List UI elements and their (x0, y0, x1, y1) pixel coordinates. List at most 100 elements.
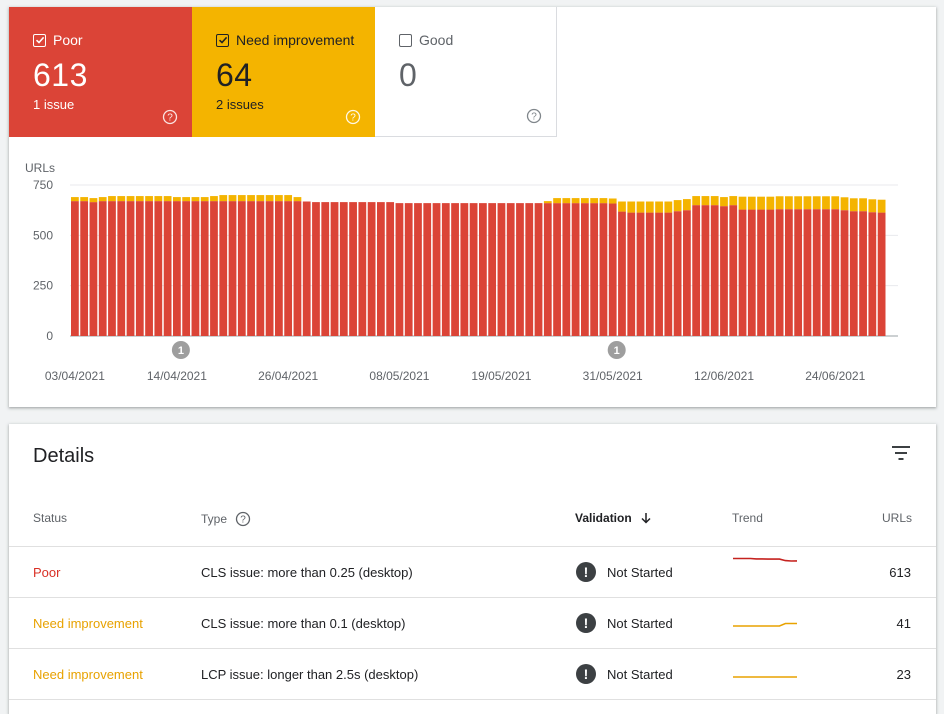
arrow-down-icon (641, 513, 651, 524)
good-tile-header: Good (399, 32, 453, 48)
bar-poor (803, 209, 812, 336)
bar-need-improvement (692, 196, 701, 206)
filter-icon[interactable] (892, 446, 910, 460)
help-icon[interactable]: ? (162, 109, 178, 125)
bar-poor (506, 203, 515, 336)
table-row[interactable]: Poor CLS issue: more than 0.25 (desktop)!… (9, 546, 936, 598)
bar-poor (683, 210, 691, 336)
bar-poor (553, 203, 561, 336)
bar-need-improvement (284, 195, 293, 202)
bar-poor (451, 203, 459, 336)
bar-poor (163, 201, 172, 336)
bar-poor (673, 211, 682, 336)
bar-need-improvement (553, 198, 561, 204)
bar-poor (849, 211, 858, 336)
bar-need-improvement (247, 195, 255, 202)
bar-poor (525, 203, 534, 336)
bar-poor (154, 201, 163, 336)
bar-poor (534, 203, 543, 336)
annotation-marker (607, 341, 626, 359)
help-icon[interactable]: ? (526, 108, 542, 124)
bar-need-improvement (191, 197, 200, 202)
bar-need-improvement (543, 201, 552, 204)
need-improvement-checkbox[interactable] (216, 33, 229, 47)
bar-need-improvement (108, 196, 116, 202)
type-header[interactable]: Type ? (201, 511, 251, 527)
table-row[interactable]: Need improvement LCP issue: longer than 2… (9, 648, 936, 700)
bar-need-improvement (98, 197, 107, 202)
bar-poor (710, 205, 719, 336)
status-header[interactable]: Status (33, 511, 67, 525)
table-bottom-divider (9, 699, 936, 701)
bar-poor (71, 201, 79, 336)
bar-need-improvement (673, 200, 682, 212)
x-tick-label: 24/06/2021 (805, 369, 865, 383)
bar-need-improvement (636, 201, 645, 213)
row-trend-sparkline (733, 676, 797, 678)
help-icon[interactable]: ? (345, 109, 361, 125)
bar-poor (627, 212, 636, 336)
urls-bar-chart: 0 250 500 750 URLs 1 1 03/04/2021 14/04/2021 26/0… (25, 161, 898, 383)
bar-poor (80, 201, 89, 336)
table-row[interactable]: Need improvement CLS issue: more than 0.1… (9, 597, 936, 649)
bar-need-improvement (868, 199, 877, 213)
trend-line (733, 557, 798, 562)
bar-need-improvement (237, 195, 246, 202)
bar-need-improvement (182, 197, 191, 202)
bar-poor (98, 201, 107, 336)
good-checkbox[interactable] (399, 33, 412, 47)
validation-header-label: Validation (575, 511, 632, 525)
bar-need-improvement (163, 196, 172, 202)
urls-header[interactable]: URLs (882, 511, 912, 525)
summary-chart-card: Poor 613 1 issue ? Need improvement 64 2… (9, 7, 936, 407)
bar-need-improvement (145, 196, 153, 202)
bar-poor (460, 203, 469, 336)
bar-need-improvement (720, 197, 728, 207)
bar-need-improvement (775, 196, 784, 210)
bar-need-improvement (747, 196, 756, 210)
bar-poor (469, 203, 478, 336)
bar-need-improvement (80, 197, 89, 202)
bar-poor (108, 201, 116, 336)
poor-tile[interactable]: Poor 613 1 issue ? (9, 7, 192, 137)
exclamation-icon: ! (576, 613, 596, 633)
bar-need-improvement (766, 196, 775, 210)
poor-checkbox[interactable] (33, 33, 46, 47)
bar-need-improvement (803, 196, 812, 210)
bar-poor (581, 203, 589, 336)
bar-poor (339, 202, 348, 336)
exclamation-icon: ! (576, 562, 596, 582)
good-tile[interactable]: Good 0 ? (375, 7, 557, 137)
bar-poor (358, 202, 367, 336)
good-count: 0 (399, 57, 418, 93)
validation-header[interactable]: Validation (575, 511, 652, 525)
bar-poor (321, 202, 330, 336)
bar-poor (367, 202, 376, 336)
bar-need-improvement (581, 198, 589, 204)
bar-poor (757, 209, 765, 336)
bar-poor (877, 212, 886, 336)
row-validation-label: Not Started (607, 666, 673, 682)
details-title: Details (33, 445, 95, 467)
poor-label: Poor (53, 32, 83, 48)
bar-poor (664, 212, 673, 336)
type-header-label: Type (201, 512, 228, 526)
bar-poor (284, 201, 293, 336)
bar-need-improvement (599, 198, 608, 204)
bar-poor (395, 203, 404, 336)
row-urls: 41 (896, 615, 911, 631)
check-icon (35, 36, 44, 44)
annotation-label: 1 (178, 345, 184, 357)
bar-poor (432, 203, 441, 336)
need-improvement-tile[interactable]: Need improvement 64 2 issues ? (192, 7, 375, 137)
x-tick-label: 26/04/2021 (258, 369, 318, 383)
y-tick-label: 750 (33, 178, 53, 192)
bar-poor (840, 210, 849, 336)
help-icon[interactable]: ? (235, 511, 251, 527)
bar-need-improvement (627, 201, 636, 213)
row-trend-sparkline (733, 622, 797, 627)
bar-need-improvement (154, 196, 163, 202)
x-tick-label: 14/04/2021 (147, 369, 207, 383)
bar-poor (330, 202, 339, 336)
row-type: CLS issue: more than 0.1 (desktop) (201, 615, 406, 631)
